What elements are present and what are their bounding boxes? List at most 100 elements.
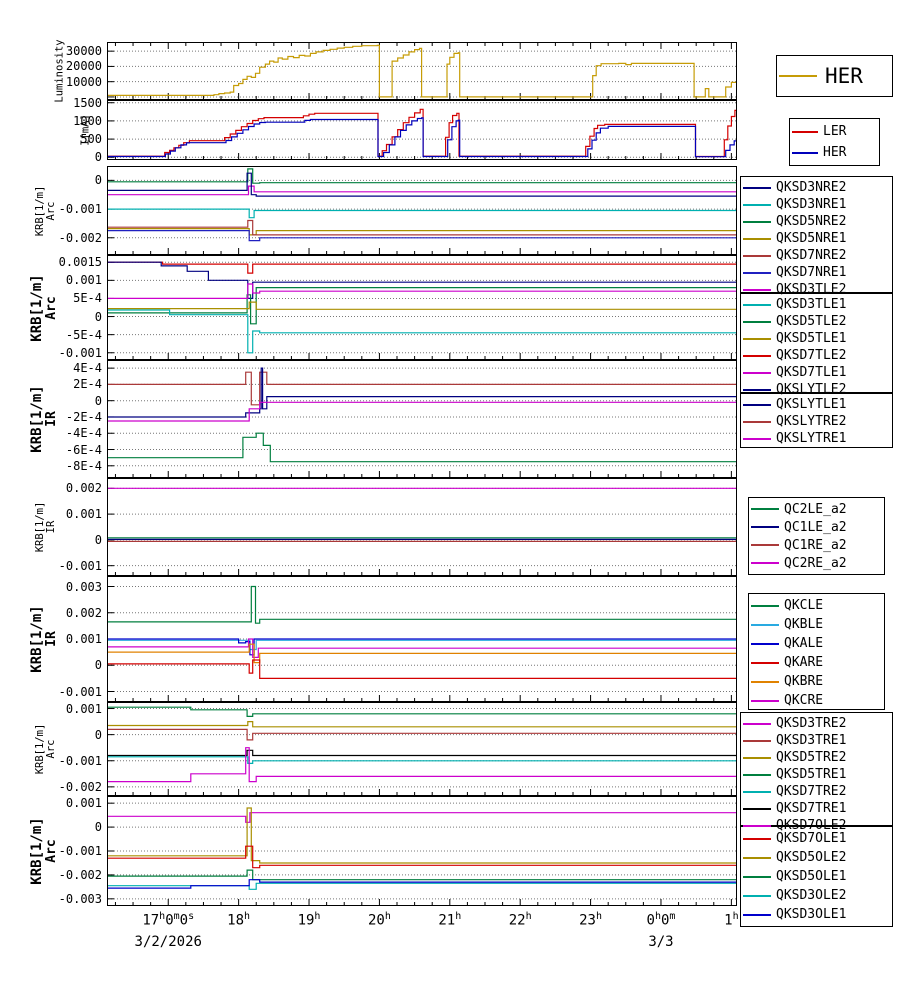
legend-item-label: QKSD5NRE2 [776,214,847,229]
series-her [107,117,737,158]
legend-item: QKSLYTRE1 [743,430,892,447]
legend-item-label: HER [823,145,847,160]
y-tick-label: 0 [94,309,102,324]
legend-item-label: QKSD5OLE1 [776,869,847,884]
panel-canvas [107,255,737,360]
y-tick-label: 0 [94,658,102,673]
series-qksd5nre2 [107,168,737,184]
series-qkbre [107,643,737,664]
panel-border [107,478,737,576]
y-tick-label: 10000 [65,74,102,89]
y-tick-label: 0.001 [65,273,102,288]
legend-item-label: QC2RE_a2 [784,555,847,571]
legend-item-label: QKSLYTRE1 [776,431,847,446]
y-tick-label: 500 [80,132,102,147]
panel-border [107,360,737,478]
legend-line-sample [743,894,771,897]
legend-item-label: HER [825,64,863,88]
series-qksd3tre2 [107,747,737,783]
y-tick-label: -4E-4 [65,426,102,441]
legend-box-ir-qc: QC2LE_a2 QC1LE_a2 QC1RE_a2 QC2RE_a2 [748,497,885,575]
y-tick-label: 0.001 [65,632,102,646]
y-axis-label-main: KRB[1/m] [28,273,45,342]
y-axis-label-sub: Arc [45,739,57,759]
legend-item-label: QKSD7NRE1 [776,265,847,280]
legend-item-label: QKSD3TLE1 [776,297,847,312]
legend-item: QKALE [751,634,884,653]
legend-item: QC2RE_a2 [751,554,884,572]
y-axis-label-luminosity: Luminosity [53,39,65,102]
x-tick-label: 21h [438,911,462,929]
y-axis-label-krb-arc-tle: KRB[1/m] Arc [28,273,59,342]
series-qksd3nre1 [107,208,737,219]
legend-item-label: QKSD3OLE1 [776,907,847,922]
legend-item-label: QKSD7TRE1 [776,801,847,816]
legend-item: QKSD3TRE2 [743,715,892,732]
legend-line-sample [751,623,779,626]
legend-item: QKSLYTLE2 [743,381,892,398]
legend-line-sample [743,320,771,323]
y-tick-label: -0.001 [58,345,102,360]
legend-box-ir-qk: QKCLE QKBLE QKALE QKARE QKBRE QKCRE [748,593,885,710]
legend-line-sample [751,604,779,607]
y-tick-label: 20000 [65,59,102,74]
panel-border [107,255,737,360]
legend-line-sample [743,303,771,306]
legend-item: QKBRE [751,672,884,691]
legend-item-label: QKSD7TRE2 [776,784,847,799]
panel-canvas [107,478,737,576]
series-qkcre [107,638,737,659]
legend-line-sample [743,237,771,240]
y-tick-label: 1500 [73,95,102,110]
legend-item-label: QKSLYTRE2 [776,414,847,429]
y-axis-label-sub: Arc [43,295,59,320]
legend-item: QKSD5TLE1 [743,330,892,347]
y-tick-label: 0.002 [65,481,102,496]
panel-canvas [107,360,737,478]
y-tick-label: -5E-4 [65,327,102,342]
legend-item-label: QKSD3TRE1 [776,733,847,748]
legend-item-label: QKARE [784,655,824,670]
series-qksd5tre2 [107,721,737,728]
legend-item: QKSD5OLE2 [743,848,892,867]
y-tick-label: 0.001 [65,507,102,522]
legend-line-sample [751,699,779,702]
legend-line-sample [743,807,771,810]
y-axis-label-sub: IR [43,631,59,647]
panel-border [107,100,737,160]
panel-krb-ir-sly [107,360,737,478]
series-qksd7tre1 [107,749,737,757]
series-qksd3tle1 [107,309,737,354]
legend-item-label: QKSD3NRE1 [776,197,847,212]
series-qkslytle1 [107,367,737,418]
panel-krb-ir-qc [107,478,737,576]
legend-item-label: QKSD5TLE2 [776,314,847,329]
legend-line-sample [743,354,771,357]
legend-item: QKSD7TRE1 [743,800,892,817]
legend-item-label: QKBRE [784,674,824,689]
legend-item-label: QKSD3TRE2 [776,716,847,731]
legend-box-arc-tre: QKSD3TRE2 QKSD3TRE1 QKSD5TRE2 QKSD5TRE1 QKSD… [740,712,893,833]
y-axis-label-main: I[mA] [79,114,92,146]
legend-item-label: QC1LE_a2 [784,519,847,535]
y-axis-label-sub: Arc [43,839,59,863]
x-tick-label: 18h [227,911,251,929]
x-tick-label: 20h [367,911,391,929]
y-axis-label-krb-arc-tre: KRB[1/m] Arc [34,724,57,775]
legend-line-sample [743,203,771,206]
legend-line-sample [743,271,771,274]
series-qksd3tle2 [107,185,737,196]
series-qkslytre1 [107,401,737,422]
y-tick-label: -6E-4 [65,442,102,457]
series-qksd3nre2 [107,172,737,197]
legend-item: QKSD3OLE2 [743,886,892,905]
y-axis-label-krb-ir-qk: KRB[1/m] IR [29,605,59,672]
legend-line-sample [751,562,779,564]
y-axis-label-sub: Arc [45,201,57,220]
legend-box-current: LER HER [789,118,880,166]
series-qksd7nre1 [107,229,737,242]
y-tick-label: 2E-4 [73,377,102,392]
legend-item-label: QKSD7OLE2 [776,818,847,833]
panel-border [107,42,737,100]
